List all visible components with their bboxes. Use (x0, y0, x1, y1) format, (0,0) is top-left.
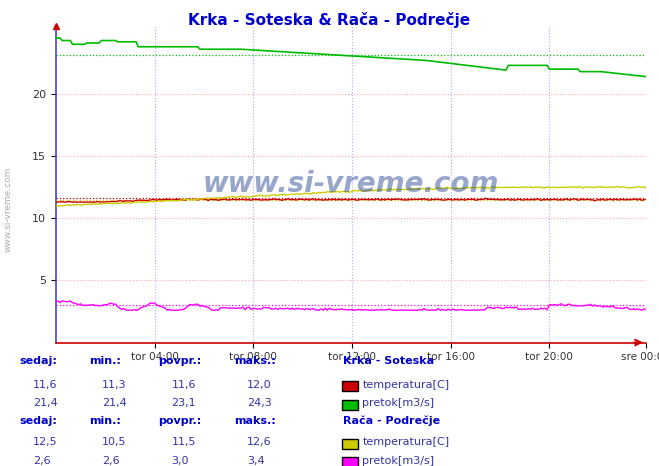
Text: pretok[m3/s]: pretok[m3/s] (362, 456, 434, 466)
Text: 2,6: 2,6 (102, 456, 120, 466)
Text: 11,6: 11,6 (33, 380, 57, 390)
Text: Rača - Podrečje: Rača - Podrečje (343, 416, 440, 426)
Text: 11,6: 11,6 (171, 380, 196, 390)
Text: 10,5: 10,5 (102, 437, 127, 447)
Text: pretok[m3/s]: pretok[m3/s] (362, 398, 434, 408)
Text: sedaj:: sedaj: (20, 356, 57, 366)
Text: 11,3: 11,3 (102, 380, 127, 390)
Text: 3,4: 3,4 (247, 456, 265, 466)
Text: 12,5: 12,5 (33, 437, 57, 447)
Text: 23,1: 23,1 (171, 398, 196, 408)
Text: Krka - Soteska & Rača - Podrečje: Krka - Soteska & Rača - Podrečje (188, 12, 471, 27)
Text: povpr.:: povpr.: (158, 416, 202, 425)
Text: Krka - Soteska: Krka - Soteska (343, 356, 434, 366)
Text: 21,4: 21,4 (33, 398, 58, 408)
Text: 12,0: 12,0 (247, 380, 272, 390)
Text: www.si-vreme.com: www.si-vreme.com (4, 167, 13, 253)
Text: temperatura[C]: temperatura[C] (362, 380, 449, 390)
Text: maks.:: maks.: (234, 416, 275, 425)
Text: 11,5: 11,5 (171, 437, 196, 447)
Text: 2,6: 2,6 (33, 456, 51, 466)
Text: temperatura[C]: temperatura[C] (362, 437, 449, 447)
Text: 3,0: 3,0 (171, 456, 189, 466)
Text: povpr.:: povpr.: (158, 356, 202, 366)
Text: 24,3: 24,3 (247, 398, 272, 408)
Text: min.:: min.: (89, 416, 121, 425)
Text: maks.:: maks.: (234, 356, 275, 366)
Text: www.si-vreme.com: www.si-vreme.com (203, 170, 499, 198)
Text: min.:: min.: (89, 356, 121, 366)
Text: 21,4: 21,4 (102, 398, 127, 408)
Text: 12,6: 12,6 (247, 437, 272, 447)
Text: sedaj:: sedaj: (20, 416, 57, 425)
